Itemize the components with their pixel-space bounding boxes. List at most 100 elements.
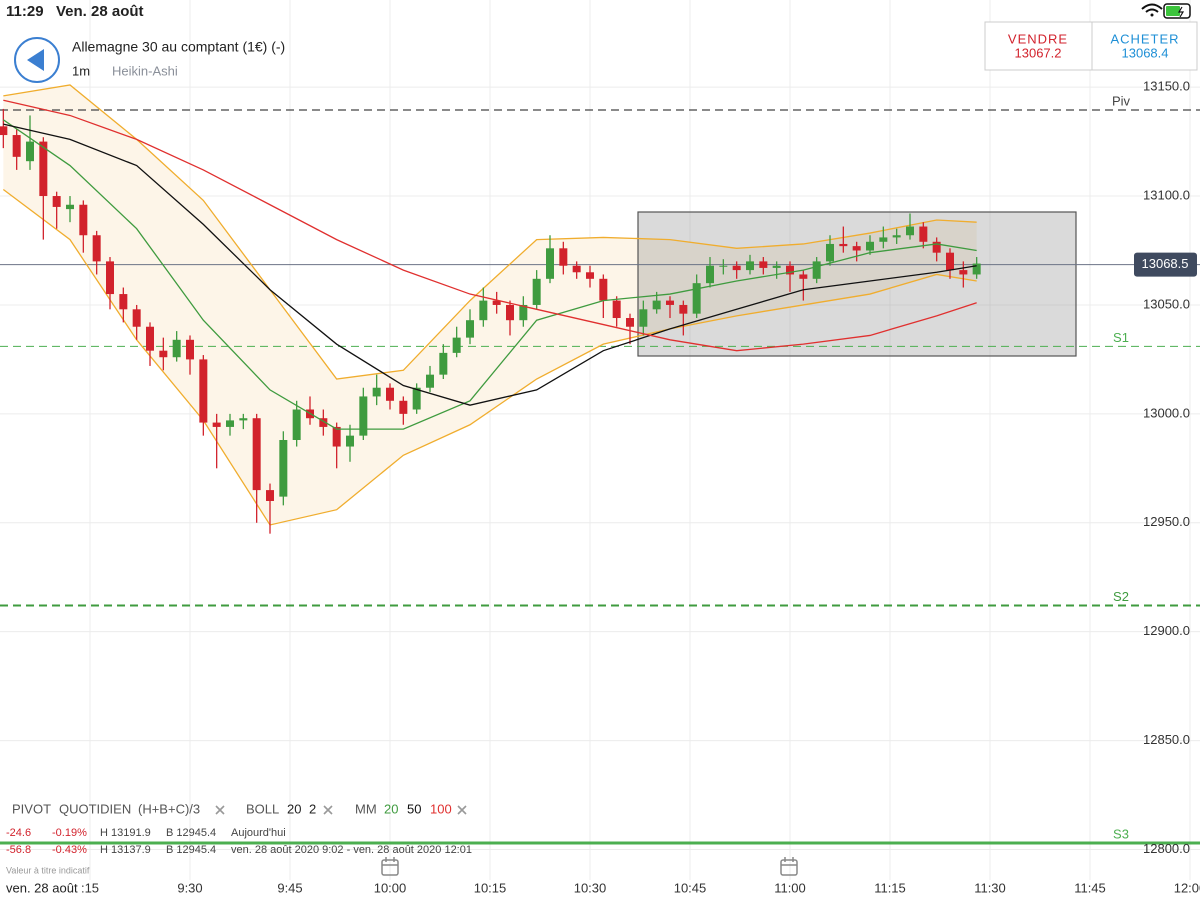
candle-body (826, 243, 834, 262)
bollinger-lower (2, 188, 977, 526)
candle-body (106, 261, 114, 295)
candle-body (359, 396, 368, 436)
mm-periods: 20 50 100 (384, 801, 452, 816)
candle-body (372, 387, 381, 397)
candle-body (439, 352, 448, 375)
candle-body (186, 339, 194, 360)
candle-body (719, 265, 728, 267)
candle-body (586, 272, 594, 279)
status-time: 11:29 (6, 3, 44, 20)
buy-button[interactable]: ACHETER 13068.4 (1110, 31, 1179, 60)
candle-body (852, 246, 861, 251)
candle-body (932, 241, 941, 253)
legend-cell: H 13191.9 (100, 827, 151, 839)
legend-cell: H 13137.9 (100, 844, 151, 856)
moving-average (2, 119, 977, 430)
indicators-legend: PIVOT QUOTIDIEN (H+B+C)/3 BOLL 20 2 MM 2… (12, 801, 467, 816)
candle-body (266, 490, 274, 501)
pivot-label: Piv (1112, 93, 1131, 108)
status-icons (1141, 3, 1191, 19)
remove-pivot[interactable] (215, 805, 225, 815)
pivot-formula[interactable]: (H+B+C)/3 (138, 801, 200, 816)
candle-body (906, 226, 914, 236)
candle-body (799, 274, 808, 279)
candle-body (812, 261, 821, 279)
legend-cell: B 12945.4 (166, 827, 216, 839)
mm-period[interactable]: 100 (430, 801, 452, 816)
candle-body (919, 226, 928, 242)
moving-average (3, 123, 977, 406)
last-price-label: 13068.5 (1142, 256, 1189, 271)
candle-body (972, 263, 981, 275)
chart (0, 0, 1200, 880)
candle-body (879, 237, 888, 242)
last-price-badge (1134, 252, 1197, 277)
quote-box (984, 21, 1198, 71)
boll-name[interactable]: BOLL (246, 801, 279, 816)
candle-body (226, 420, 234, 427)
pivot-name[interactable]: PIVOT (12, 801, 51, 816)
x-date-label: ven. 28 août (6, 880, 78, 895)
candle-body (239, 418, 248, 421)
candle-body (332, 426, 341, 447)
candle-body (52, 196, 61, 207)
y-tick-label: 12900.0 (1143, 623, 1190, 638)
candle-body (12, 135, 21, 157)
status-date: Ven. 28 août (56, 3, 144, 20)
x-tick-label: 10:30 (574, 880, 607, 895)
x-tick-label: :15 (81, 880, 99, 895)
x-tick-label: 11:15 (874, 880, 906, 895)
candle-body (679, 304, 688, 314)
x-tick-label: 11:30 (974, 880, 1006, 895)
remove-mm[interactable] (457, 805, 467, 815)
x-tick-label: 12:00 (1174, 880, 1200, 895)
candle-body (772, 265, 781, 268)
mm-name[interactable]: MM (355, 801, 377, 816)
legend-cell: ven. 28 août 2020 9:02 - ven. 28 août 20… (231, 844, 472, 856)
boll-period[interactable]: 20 (287, 801, 301, 816)
legend-cell: -56.8 (6, 844, 31, 856)
legend-cell: Aujourd'hui (231, 827, 286, 839)
candle-body (146, 326, 154, 351)
buy-price[interactable]: 13068.4 (1122, 45, 1169, 60)
y-tick-label: 13150.0 (1143, 79, 1190, 94)
y-tick-label: 12850.0 (1143, 732, 1190, 747)
candle-body (892, 235, 901, 238)
candle-body (79, 204, 88, 236)
y-tick-label: 13000.0 (1143, 405, 1190, 420)
footnote: Valeur à titre indicatif (6, 865, 90, 875)
buy-label[interactable]: ACHETER (1110, 31, 1179, 46)
y-tick-label: 12800.0 (1143, 841, 1190, 856)
x-tick-label: 9:30 (177, 880, 202, 895)
x-tick-label: 9:45 (277, 880, 302, 895)
interval[interactable]: 1m (72, 63, 90, 78)
remove-boll[interactable] (323, 805, 333, 815)
back-button[interactable] (14, 37, 60, 83)
sell-button[interactable]: VENDRE 13067.2 (1008, 31, 1068, 60)
y-tick-label: 12950.0 (1143, 514, 1190, 529)
candle-body (119, 294, 128, 310)
candle-body (319, 418, 328, 427)
chart-style[interactable]: Heikin-Ashi (112, 63, 178, 78)
selection-box (637, 211, 1077, 357)
mm-period[interactable]: 50 (407, 801, 421, 816)
candle-body (39, 141, 48, 197)
candle-body (92, 235, 101, 262)
candle-body (572, 265, 581, 273)
sell-label[interactable]: VENDRE (1008, 31, 1068, 46)
calendar-icons[interactable] (381, 857, 798, 876)
candle-body (652, 300, 661, 310)
y-tick-label: 13100.0 (1143, 187, 1190, 202)
candle-body (506, 304, 514, 321)
candle-body (199, 359, 208, 423)
candle-body (252, 418, 261, 491)
boll-deviation[interactable]: 2 (309, 801, 316, 816)
mm-period[interactable]: 20 (384, 801, 398, 816)
sell-price[interactable]: 13067.2 (1015, 45, 1062, 60)
pivot-period[interactable]: QUOTIDIEN (59, 801, 131, 816)
candle-body (386, 387, 394, 401)
legend-rows: -24.6 -0.19% H 13191.9 B 12945.4 Aujourd'hui… (6, 827, 472, 856)
legend-cell: -0.43% (52, 844, 87, 856)
candle-body (639, 309, 648, 327)
